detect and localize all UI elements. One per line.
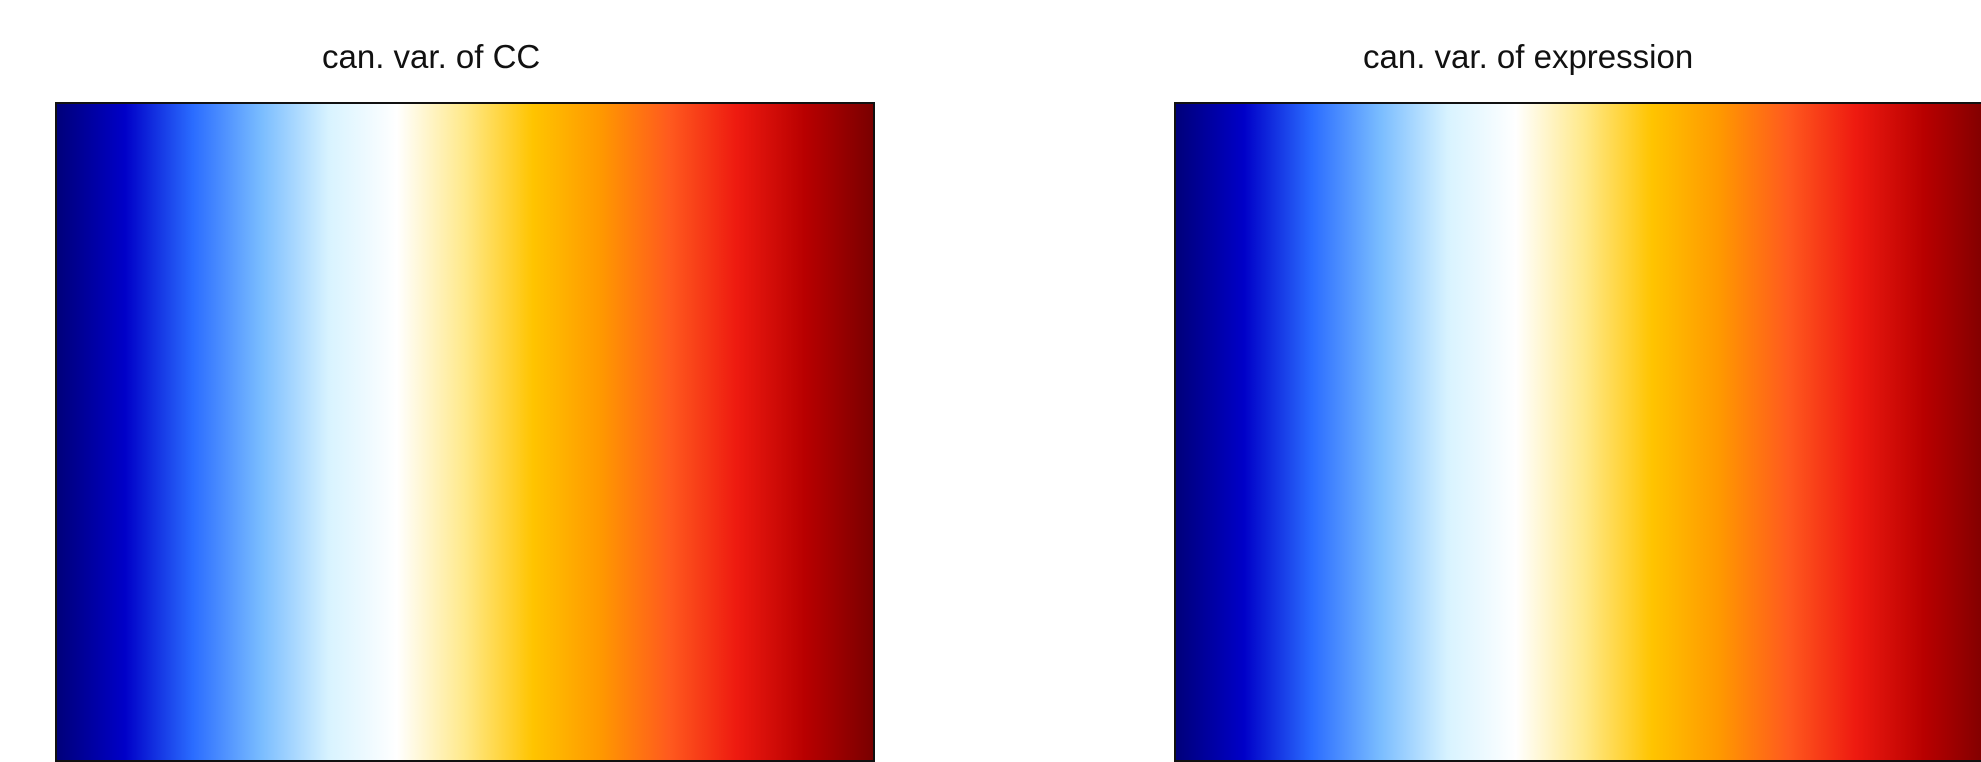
panel-title: can. var. of expression bbox=[1363, 38, 1694, 75]
pathway-map bbox=[55, 102, 875, 762]
colorbar bbox=[57, 104, 873, 760]
colorbar-gradient bbox=[57, 104, 873, 760]
panel-title: can. var. of CC bbox=[322, 38, 541, 75]
colorbar-gradient bbox=[1176, 104, 1981, 760]
colorbar bbox=[1176, 104, 1981, 760]
pathway-map bbox=[1174, 102, 1981, 762]
